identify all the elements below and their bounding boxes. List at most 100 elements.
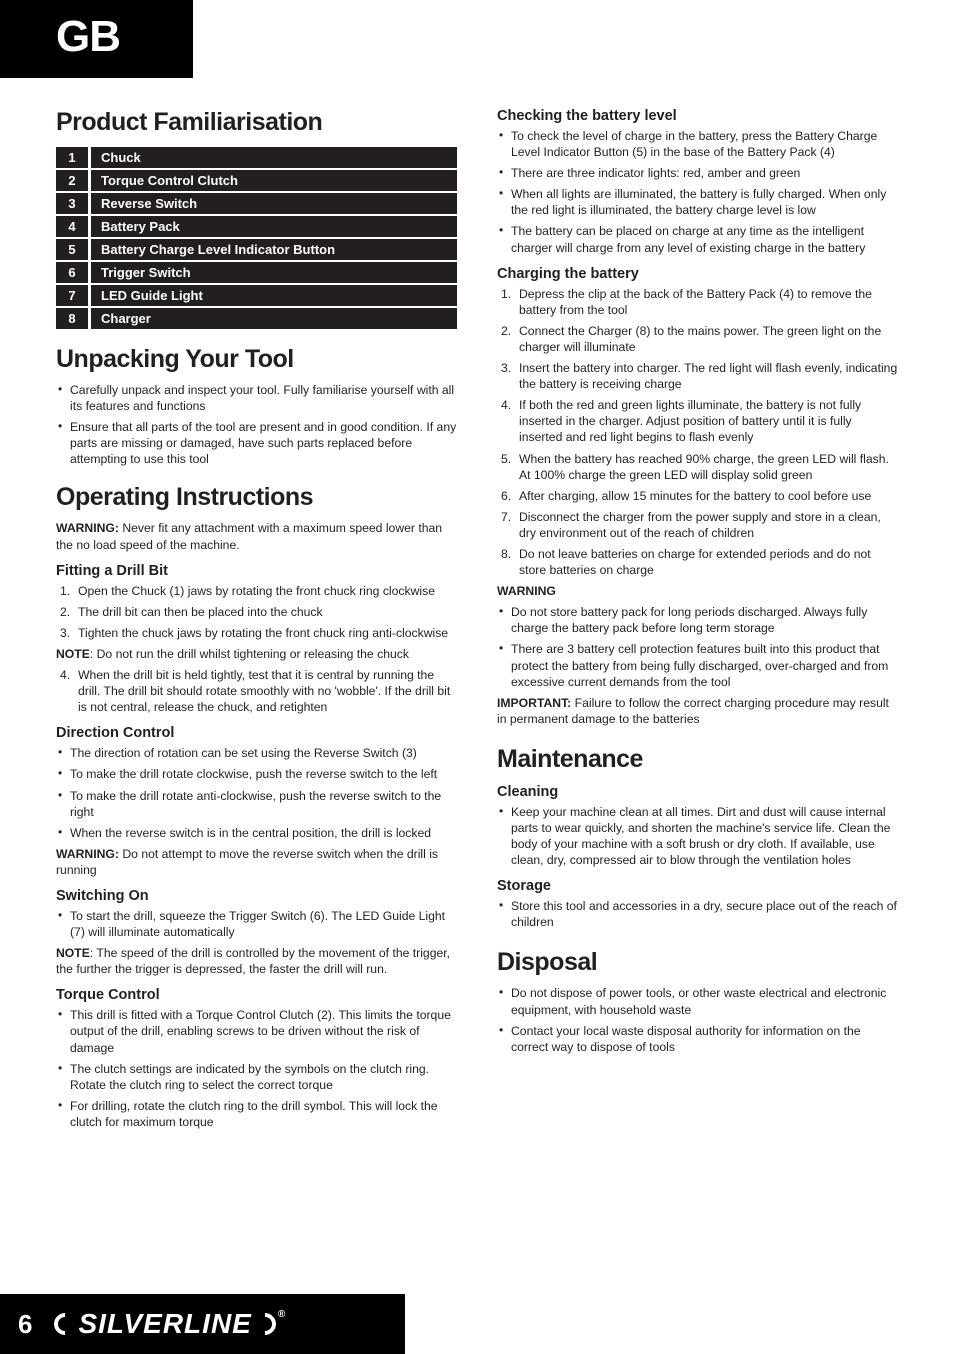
list-item: Connect the Charger (8) to the mains pow… <box>497 323 898 355</box>
list-item: This drill is fitted with a Torque Contr… <box>56 1007 457 1055</box>
charging-steps: Depress the clip at the back of the Batt… <box>497 286 898 579</box>
list-item: The direction of rotation can be set usi… <box>56 745 457 761</box>
direction-warning: WARNING: Do not attempt to move the reve… <box>56 846 457 878</box>
header-bar: GB <box>0 0 193 78</box>
list-item: The drill bit can then be placed into th… <box>56 604 457 620</box>
part-num: 1 <box>56 147 88 168</box>
heading-product-familiarisation: Product Familiarisation <box>56 108 457 137</box>
logo-arc-left-icon <box>50 1308 81 1339</box>
subheading-battery-level: Checking the battery level <box>497 108 898 124</box>
right-column: Checking the battery level To check the … <box>497 108 898 1135</box>
list-item: When all lights are illuminated, the bat… <box>497 186 898 218</box>
content-area: Product Familiarisation 1Chuck 2Torque C… <box>0 78 954 1135</box>
footer-bar: 6 SILVERLINE ® <box>0 1294 405 1354</box>
heading-disposal: Disposal <box>497 948 898 977</box>
storage-list: Store this tool and accessories in a dry… <box>497 898 898 930</box>
subheading-torque: Torque Control <box>56 987 457 1003</box>
left-column: Product Familiarisation 1Chuck 2Torque C… <box>56 108 457 1135</box>
battery-level-list: To check the level of charge in the batt… <box>497 128 898 256</box>
list-item: To make the drill rotate clockwise, push… <box>56 766 457 782</box>
list-item: When the reverse switch is in the centra… <box>56 825 457 841</box>
part-label: Battery Pack <box>91 216 457 237</box>
page-number: 6 <box>18 1309 32 1340</box>
brand-logo: SILVERLINE ® <box>54 1308 286 1340</box>
table-row: 3Reverse Switch <box>56 193 457 214</box>
list-item: For drilling, rotate the clutch ring to … <box>56 1098 457 1130</box>
list-item: The clutch settings are indicated by the… <box>56 1061 457 1093</box>
subheading-switching: Switching On <box>56 888 457 904</box>
part-num: 4 <box>56 216 88 237</box>
part-num: 2 <box>56 170 88 191</box>
switching-list: To start the drill, squeeze the Trigger … <box>56 908 457 940</box>
subheading-direction: Direction Control <box>56 725 457 741</box>
heading-maintenance: Maintenance <box>497 745 898 774</box>
part-label: Trigger Switch <box>91 262 457 283</box>
disposal-list: Do not dispose of power tools, or other … <box>497 985 898 1054</box>
list-item: When the battery has reached 90% charge,… <box>497 451 898 483</box>
table-row: 7LED Guide Light <box>56 285 457 306</box>
list-item: If both the red and green lights illumin… <box>497 397 898 445</box>
subheading-fitting: Fitting a Drill Bit <box>56 563 457 579</box>
list-item: The battery can be placed on charge at a… <box>497 223 898 255</box>
list-item: Do not leave batteries on charge for ext… <box>497 546 898 578</box>
list-item: Contact your local waste disposal author… <box>497 1023 898 1055</box>
part-label: Battery Charge Level Indicator Button <box>91 239 457 260</box>
list-item: Open the Chuck (1) jaws by rotating the … <box>56 583 457 599</box>
list-item: After charging, allow 15 minutes for the… <box>497 488 898 504</box>
country-code: GB <box>56 12 193 62</box>
table-row: 2Torque Control Clutch <box>56 170 457 191</box>
part-num: 5 <box>56 239 88 260</box>
unpacking-list: Carefully unpack and inspect your tool. … <box>56 382 457 467</box>
part-label: Charger <box>91 308 457 329</box>
subheading-cleaning: Cleaning <box>497 784 898 800</box>
charging-warning-list: Do not store battery pack for long perio… <box>497 604 898 689</box>
list-item: Do not store battery pack for long perio… <box>497 604 898 636</box>
part-num: 8 <box>56 308 88 329</box>
part-label: Reverse Switch <box>91 193 457 214</box>
part-num: 3 <box>56 193 88 214</box>
list-item: To check the level of charge in the batt… <box>497 128 898 160</box>
list-item: Ensure that all parts of the tool are pr… <box>56 419 457 467</box>
list-item: When the drill bit is held tightly, test… <box>56 667 457 715</box>
part-num: 7 <box>56 285 88 306</box>
list-item: Disconnect the charger from the power su… <box>497 509 898 541</box>
part-num: 6 <box>56 262 88 283</box>
cleaning-list: Keep your machine clean at all times. Di… <box>497 804 898 868</box>
subheading-storage: Storage <box>497 878 898 894</box>
logo-arc-right-icon <box>249 1308 280 1339</box>
list-item: Carefully unpack and inspect your tool. … <box>56 382 457 414</box>
table-row: 6Trigger Switch <box>56 262 457 283</box>
list-item: Store this tool and accessories in a dry… <box>497 898 898 930</box>
list-item: Keep your machine clean at all times. Di… <box>497 804 898 868</box>
heading-unpacking: Unpacking Your Tool <box>56 345 457 374</box>
charging-important: IMPORTANT: Failure to follow the correct… <box>497 695 898 727</box>
registered-icon: ® <box>278 1309 286 1320</box>
part-label: Chuck <box>91 147 457 168</box>
charging-warning-label: WARNING <box>497 583 898 599</box>
table-row: 8Charger <box>56 308 457 329</box>
list-item: Insert the battery into charger. The red… <box>497 360 898 392</box>
fitting-steps-b: When the drill bit is held tightly, test… <box>56 667 457 715</box>
switching-note: NOTE: The speed of the drill is controll… <box>56 945 457 977</box>
part-label: LED Guide Light <box>91 285 457 306</box>
fitting-note: NOTE: Do not run the drill whilst tighte… <box>56 646 457 662</box>
table-row: 4Battery Pack <box>56 216 457 237</box>
list-item: Depress the clip at the back of the Batt… <box>497 286 898 318</box>
subheading-charging: Charging the battery <box>497 266 898 282</box>
list-item: Do not dispose of power tools, or other … <box>497 985 898 1017</box>
list-item: To start the drill, squeeze the Trigger … <box>56 908 457 940</box>
brand-text: SILVERLINE <box>78 1308 251 1340</box>
direction-list: The direction of rotation can be set usi… <box>56 745 457 840</box>
list-item: Tighten the chuck jaws by rotating the f… <box>56 625 457 641</box>
part-label: Torque Control Clutch <box>91 170 457 191</box>
parts-table: 1Chuck 2Torque Control Clutch 3Reverse S… <box>56 145 457 331</box>
torque-list: This drill is fitted with a Torque Contr… <box>56 1007 457 1130</box>
fitting-steps-a: Open the Chuck (1) jaws by rotating the … <box>56 583 457 641</box>
list-item: There are three indicator lights: red, a… <box>497 165 898 181</box>
heading-operating: Operating Instructions <box>56 483 457 512</box>
operating-warning: WARNING: Never fit any attachment with a… <box>56 520 457 552</box>
table-row: 5Battery Charge Level Indicator Button <box>56 239 457 260</box>
list-item: To make the drill rotate anti-clockwise,… <box>56 788 457 820</box>
table-row: 1Chuck <box>56 147 457 168</box>
list-item: There are 3 battery cell protection feat… <box>497 641 898 689</box>
